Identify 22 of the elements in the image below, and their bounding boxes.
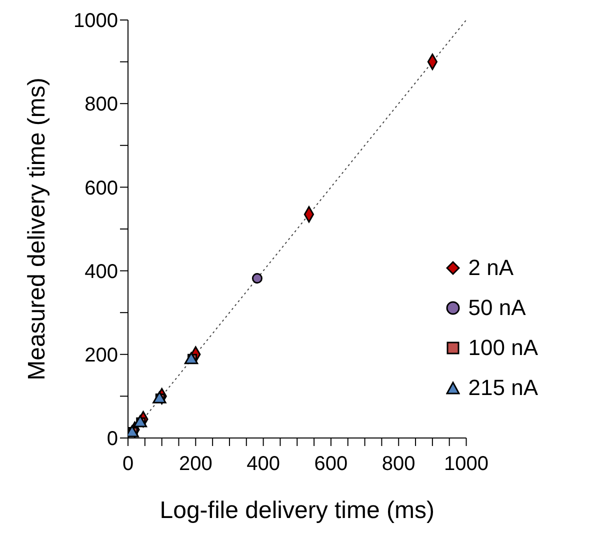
y-axis-title: Measured delivery time (ms) [24,78,51,380]
x-axis-title: Log-file delivery time (ms) [160,497,434,524]
point [252,273,262,284]
x-tick-label: 800 [382,453,416,476]
y-tick-label: 600 [84,177,118,200]
y-tick-label: 200 [84,344,118,366]
x-tick-label: 400 [246,453,280,476]
legend-label: 50 nA [468,294,526,322]
point [152,391,166,404]
legend-label: 100 nA [468,334,538,362]
x-tick-label: 0 [122,453,134,476]
x-tick-label: 600 [314,453,348,476]
x-tick-label: 200 [178,453,212,476]
y-tick-label: 1000 [74,10,118,32]
legend-label: 2 nA [468,254,514,282]
x-tick-label: 1000 [444,453,489,476]
point [133,415,148,428]
legend-label: 215 nA [468,374,538,402]
y-tick-label: 0 [106,428,118,450]
y-tick-label: 800 [84,94,118,116]
point [184,352,198,364]
y-tick-label: 400 [84,260,118,283]
